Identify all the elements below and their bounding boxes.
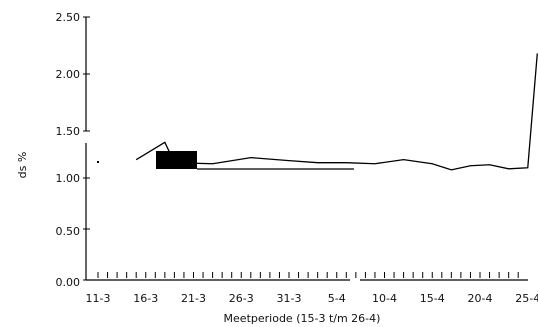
- x-axis: 11-3 16-3 21-3 26-3 31-3 5-4 10-4 15-4 20-4 25-4: [86, 272, 538, 305]
- x-tick-label: 31-3: [277, 292, 302, 305]
- y-tick-label: 0.50: [56, 225, 81, 238]
- x-tick-label: 11-3: [86, 292, 111, 305]
- x-tick-label: 5-4: [328, 292, 346, 305]
- x-tick-label: 15-4: [420, 292, 445, 305]
- y-tick-label: 2.50: [56, 11, 81, 24]
- y-tick-label: 1.50: [56, 125, 81, 138]
- x-tick-label: 21-3: [181, 292, 206, 305]
- y-axis: 2.50 2.00 1.50 1.00 0.50 0.00: [56, 11, 90, 289]
- annotation-layer: [156, 151, 354, 170]
- x-tick-label: 26-3: [229, 292, 254, 305]
- y-axis-title: ds %: [16, 152, 29, 179]
- y-tick-label: 1.00: [56, 172, 81, 185]
- x-tick-label: 25-4: [515, 292, 538, 305]
- stray-mark: [97, 161, 99, 163]
- y-tick-label: 0.00: [56, 276, 81, 289]
- x-tick-label: 10-4: [372, 292, 397, 305]
- y-tick-label: 2.00: [56, 68, 81, 81]
- x-tick-label: 16-3: [133, 292, 158, 305]
- x-tick-label: 20-4: [468, 292, 493, 305]
- x-axis-title: Meetperiode (15-3 t/m 26-4): [224, 312, 381, 325]
- annotation-box: [156, 151, 197, 169]
